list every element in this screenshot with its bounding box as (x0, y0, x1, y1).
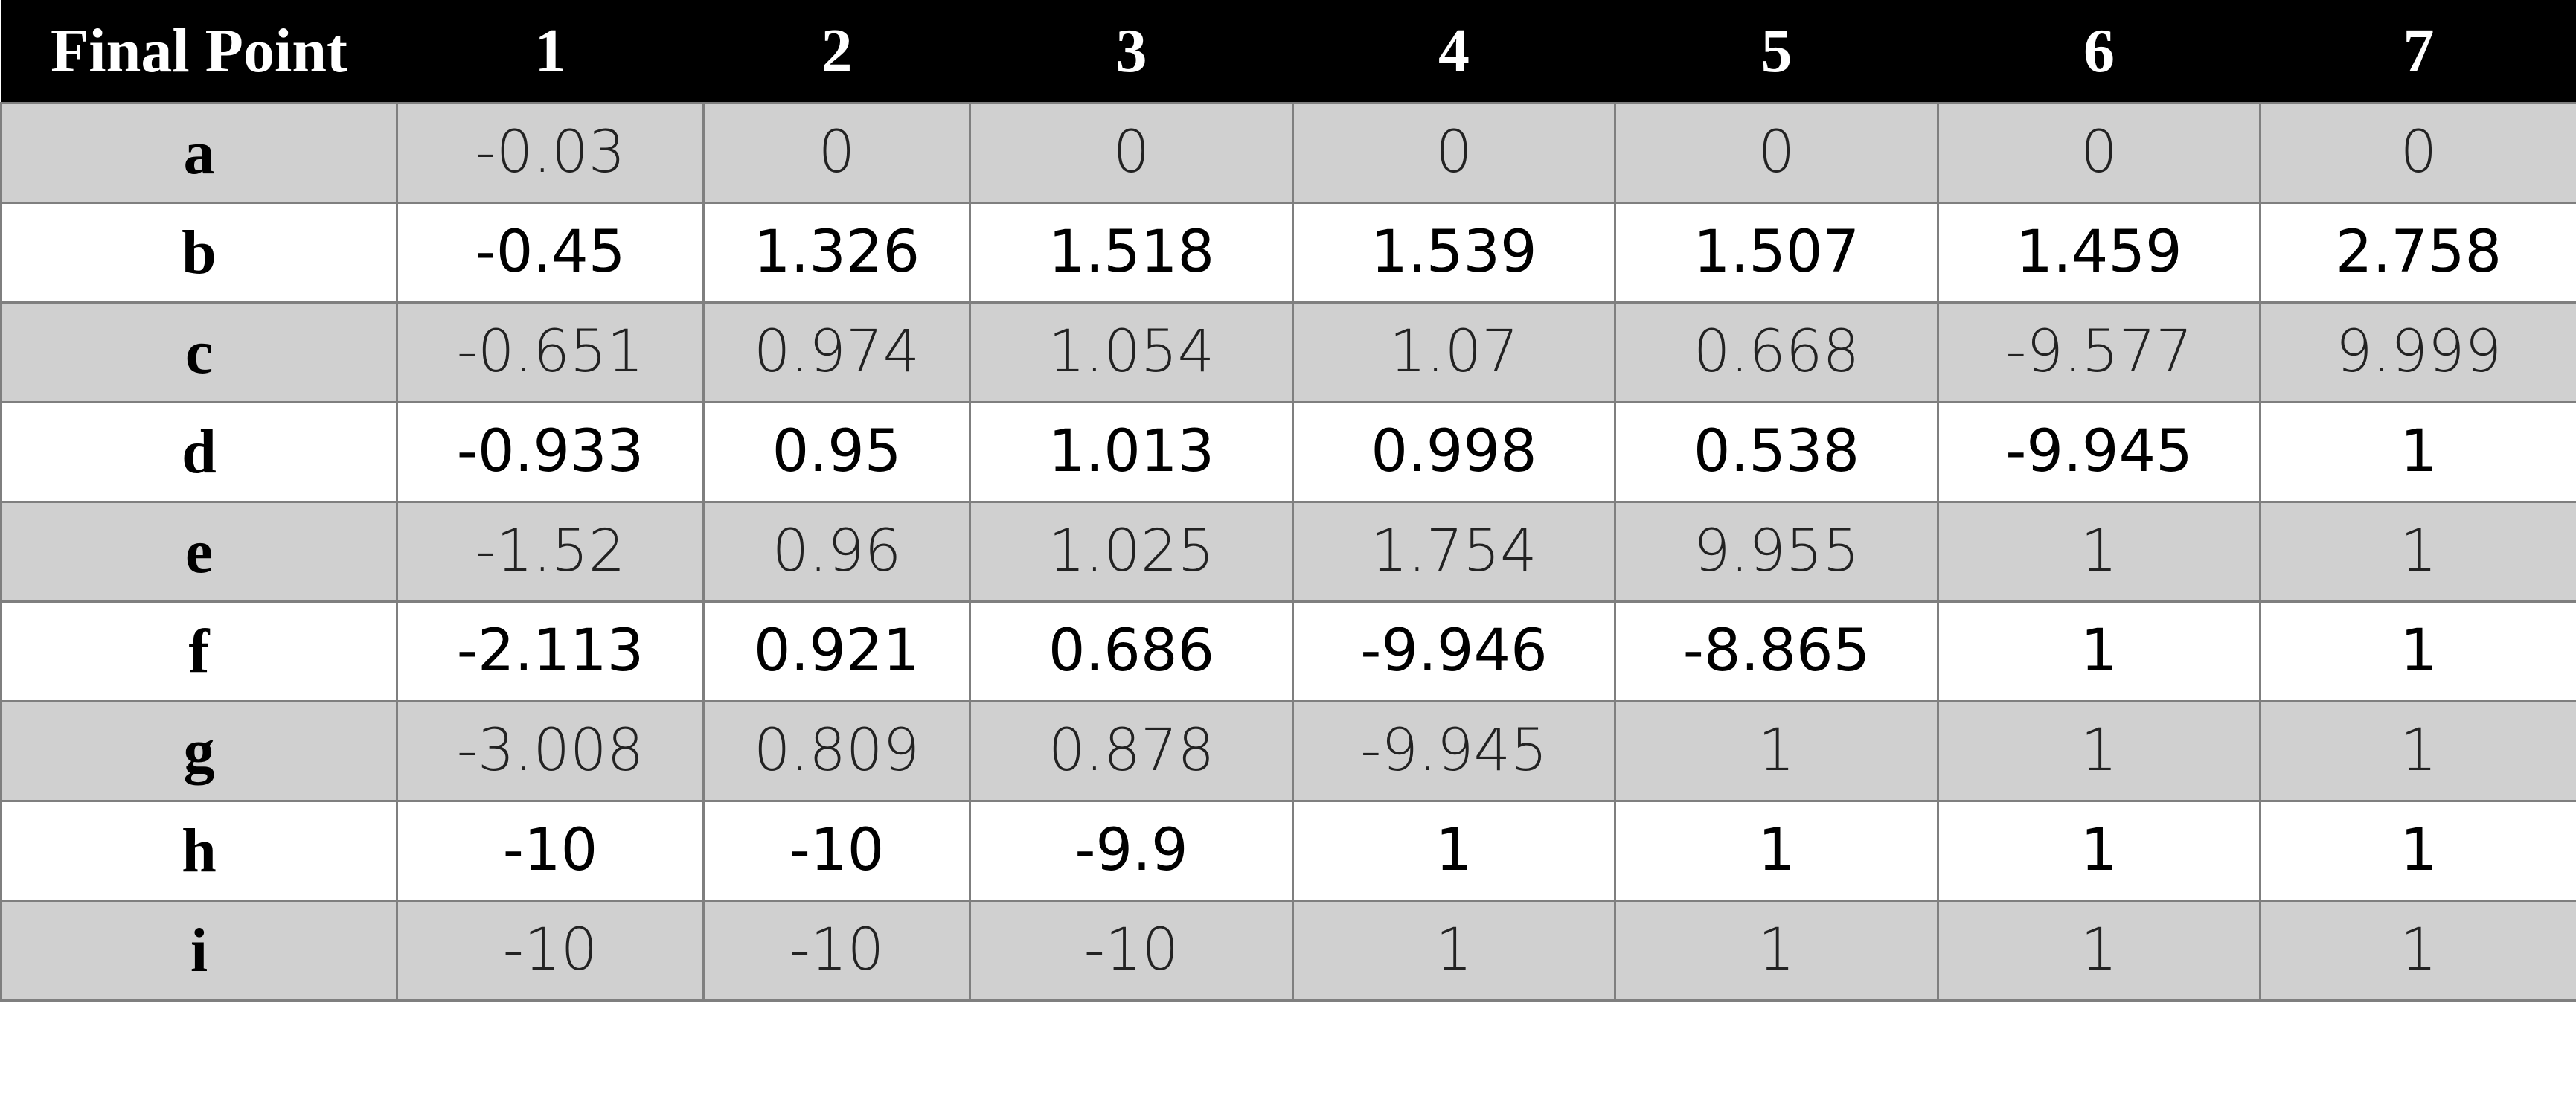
table-cell: 9.955 (1614, 500, 1939, 603)
header-column-4: 4 (1438, 16, 1470, 86)
table-cell: 0.974 (702, 301, 971, 403)
table-row: d -0.933 0.95 1.013 0.998 0.538 -9.945 1 (0, 400, 2576, 503)
table-row: e -1.52 0.96 1.025 1.754 9.955 1 1 (0, 500, 2576, 603)
table-cell: -0.45 (396, 201, 705, 304)
table-cell: 0 (1937, 101, 2261, 204)
table-cell: -0.03 (396, 101, 705, 204)
table-row: h -10 -10 -9.9 1 1 1 1 (0, 799, 2576, 902)
table-cell: -10 (702, 799, 971, 902)
table-cell: 1.013 (969, 400, 1294, 503)
table-cell: 1 (1614, 699, 1939, 802)
header-row: Final Point 1 2 3 4 5 6 7 (1, 0, 2576, 103)
header-column-7: 7 (2403, 16, 2435, 86)
row-label: h (0, 799, 398, 902)
table-cell: 1 (1937, 600, 2261, 702)
table-row: f -2.113 0.921 0.686 -9.946 -8.865 1 1 (0, 600, 2576, 702)
table-cell: -0.651 (396, 301, 705, 403)
header-column-1: 1 (534, 16, 566, 86)
table-cell: 1.539 (1292, 201, 1616, 304)
table-cell: -0.933 (396, 400, 705, 503)
table-cell: 0.921 (702, 600, 971, 702)
table-cell: -1.52 (396, 500, 705, 603)
table-cell: 1 (1937, 899, 2261, 1002)
table-cell: -3.008 (396, 699, 705, 802)
table-cell: 1 (2259, 899, 2576, 1002)
table-cell: 1 (2259, 400, 2576, 503)
table-row: c -0.651 0.974 1.054 1.07 0.668 -9.577 9.999 (0, 301, 2576, 403)
table-cell: 1.754 (1292, 500, 1616, 603)
table-cell: 0.96 (702, 500, 971, 603)
header-column-5: 5 (1760, 16, 1792, 86)
row-label: c (0, 301, 398, 403)
table-cell: 1 (2259, 600, 2576, 702)
table-cell: 0.538 (1614, 400, 1939, 503)
table-cell: 0.878 (969, 699, 1294, 802)
table-cell: 1.07 (1292, 301, 1616, 403)
table-cell: 0 (1292, 101, 1616, 204)
table-cell: -10 (396, 799, 705, 902)
table-cell: 1.326 (702, 201, 971, 304)
table-cell: 1 (1614, 799, 1939, 902)
header-column-6: 6 (2083, 16, 2115, 86)
table-header: Final Point 1 2 3 4 5 6 7 (1, 0, 2576, 103)
table-cell: -8.865 (1614, 600, 1939, 702)
row-label: a (0, 101, 398, 204)
table-cell: 1 (1614, 899, 1939, 1002)
table-cell: 0.668 (1614, 301, 1939, 403)
final-point-table: Final Point 1 2 3 4 5 6 7 a -0.03 0 0 0 0 0 0 b -0.45 1.3… (0, 0, 2576, 1002)
table-cell: 2.758 (2259, 201, 2576, 304)
table-cell: 1.025 (969, 500, 1294, 603)
header-row-label: Final Point (50, 16, 348, 86)
table-cell: -9.945 (1292, 699, 1616, 802)
header-column-2: 2 (821, 16, 853, 86)
table-cell: 1 (1292, 799, 1616, 902)
table-cell: -2.113 (396, 600, 705, 702)
table-row: b -0.45 1.326 1.518 1.539 1.507 1.459 2.758 (0, 201, 2576, 304)
table-cell: 0 (1614, 101, 1939, 204)
table-cell: -10 (396, 899, 705, 1002)
table-cell: 0 (969, 101, 1294, 204)
table-cell: -10 (702, 899, 971, 1002)
table-cell: 1 (1937, 699, 2261, 802)
table-row: a -0.03 0 0 0 0 0 0 (0, 101, 2576, 204)
table-cell: 0.809 (702, 699, 971, 802)
table-row: g -3.008 0.809 0.878 -9.945 1 1 1 (0, 699, 2576, 802)
table-cell: -9.577 (1937, 301, 2261, 403)
row-label: g (0, 699, 398, 802)
table-cell: -9.946 (1292, 600, 1616, 702)
row-label: i (0, 899, 398, 1002)
table-cell: 0.998 (1292, 400, 1616, 503)
table-cell: 9.999 (2259, 301, 2576, 403)
table-body: a -0.03 0 0 0 0 0 0 b -0.45 1.326 1.518 1.539 1.507 1.… (0, 101, 2576, 1002)
table-cell: 1 (1292, 899, 1616, 1002)
table-cell: 1.507 (1614, 201, 1939, 304)
table-cell: 1 (1937, 500, 2261, 603)
row-label: f (0, 600, 398, 702)
table-cell: -10 (969, 899, 1294, 1002)
table-cell: 0 (702, 101, 971, 204)
table-cell: 1 (2259, 799, 2576, 902)
table-cell: 1.518 (969, 201, 1294, 304)
row-label: e (0, 500, 398, 603)
row-label: d (0, 400, 398, 503)
table-cell: 0.686 (969, 600, 1294, 702)
table-cell: 1 (1937, 799, 2261, 902)
table-cell: 0 (2259, 101, 2576, 204)
table-cell: 1 (2259, 500, 2576, 603)
header-column-3: 3 (1115, 16, 1147, 86)
table-cell: 1 (2259, 699, 2576, 802)
table-cell: 0.95 (702, 400, 971, 503)
table-cell: 1.459 (1937, 201, 2261, 304)
table-cell: -9.9 (969, 799, 1294, 902)
row-label: b (0, 201, 398, 304)
table-cell: 1.054 (969, 301, 1294, 403)
table-row: i -10 -10 -10 1 1 1 1 (0, 899, 2576, 1002)
table-cell: -9.945 (1937, 400, 2261, 503)
